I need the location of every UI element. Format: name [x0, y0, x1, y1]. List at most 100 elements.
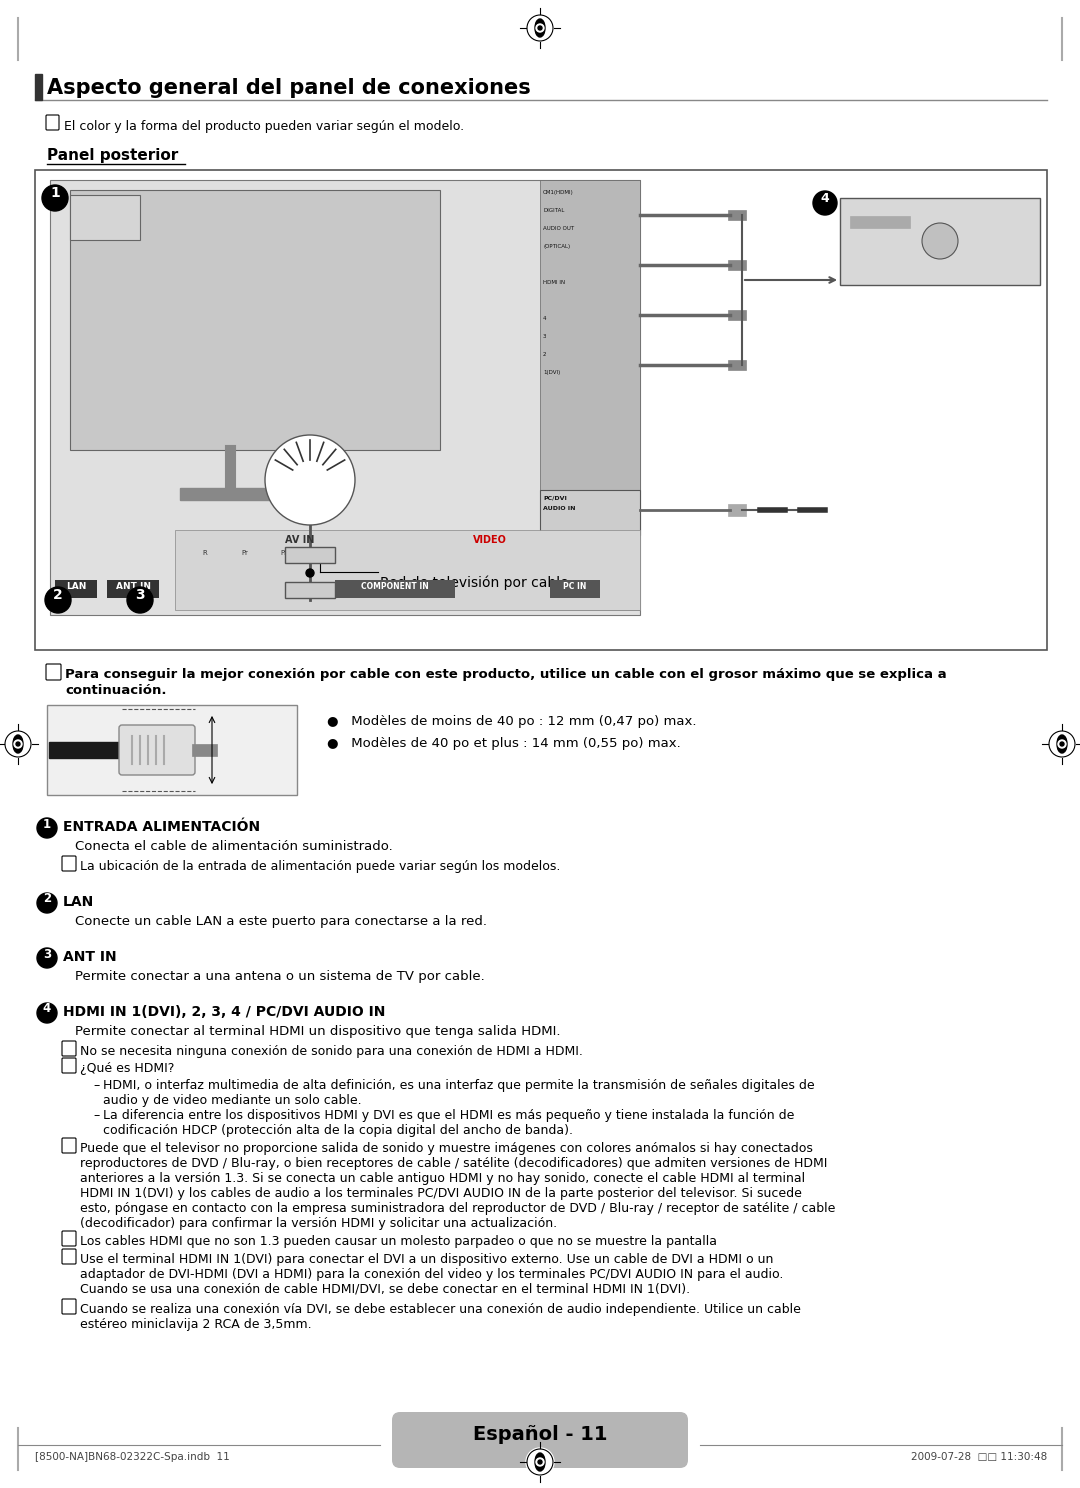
FancyBboxPatch shape	[62, 856, 76, 870]
Text: La ubicación de la entrada de alimentación puede variar según los modelos.: La ubicación de la entrada de alimentaci…	[80, 860, 561, 873]
Text: adaptador de DVI-HDMI (DVI a HDMI) para la conexión del video y los terminales P: adaptador de DVI-HDMI (DVI a HDMI) para …	[80, 1268, 783, 1281]
Text: 4: 4	[543, 315, 546, 321]
Bar	[540, 180, 640, 610]
Text: (decodificador) para confirmar la versión HDMI y solicitar una actualización.: (decodificador) para confirmar la versió…	[80, 1217, 557, 1231]
Circle shape	[813, 190, 837, 214]
Bar	[850, 216, 910, 228]
Bar	[50, 180, 640, 615]
Text: 3: 3	[135, 588, 145, 603]
Text: Use el terminal HDMI IN 1(DVI) para conectar el DVI a un dispositivo externo. Us: Use el terminal HDMI IN 1(DVI) para cone…	[80, 1253, 773, 1266]
Text: 2009-07-28  □□ 11:30:48: 2009-07-28 □□ 11:30:48	[910, 1452, 1047, 1463]
Circle shape	[1058, 740, 1066, 748]
Text: Aspecto general del panel de conexiones: Aspecto general del panel de conexiones	[48, 77, 530, 98]
Circle shape	[16, 743, 21, 745]
Text: 1: 1	[43, 817, 51, 830]
Text: AUDIO IN: AUDIO IN	[543, 506, 576, 510]
Text: Para conseguir la mejor conexión por cable con este producto, utilice un cable c: Para conseguir la mejor conexión por cab…	[65, 668, 947, 682]
Text: CM1(HDMI): CM1(HDMI)	[543, 190, 573, 195]
Circle shape	[538, 25, 542, 30]
Ellipse shape	[535, 1452, 545, 1472]
Text: ℐ: ℐ	[67, 1253, 71, 1262]
Text: ℐ: ℐ	[67, 1303, 71, 1312]
Text: ℐ: ℐ	[67, 860, 71, 869]
Text: ANT IN: ANT IN	[116, 582, 150, 591]
Text: ANT IN: ANT IN	[63, 949, 117, 964]
Circle shape	[922, 223, 958, 259]
Bar	[728, 210, 746, 220]
Text: esto, póngase en contacto con la empresa suministradora del reproductor de DVD /: esto, póngase en contacto con la empresa…	[80, 1202, 835, 1216]
Text: VIDEO: VIDEO	[473, 536, 507, 545]
Circle shape	[536, 1458, 544, 1466]
Text: Los cables HDMI que no son 1.3 pueden causar un molesto parpadeo o que no se mue: Los cables HDMI que no son 1.3 pueden ca…	[80, 1235, 717, 1248]
Circle shape	[526, 13, 554, 42]
Text: audio y de video mediante un solo cable.: audio y de video mediante un solo cable.	[103, 1094, 362, 1107]
Circle shape	[14, 740, 22, 748]
Text: ℐ: ℐ	[50, 121, 54, 131]
Text: Pr: Pr	[242, 551, 248, 557]
FancyBboxPatch shape	[62, 1299, 76, 1314]
Bar	[728, 310, 746, 320]
Circle shape	[1048, 731, 1076, 757]
Text: [8500-NA]BN68-02322C-Spa.indb  11: [8500-NA]BN68-02322C-Spa.indb 11	[35, 1452, 230, 1463]
Text: 1(DVI): 1(DVI)	[543, 371, 561, 375]
Text: ℐ: ℐ	[67, 1045, 71, 1054]
Text: (OPTICAL): (OPTICAL)	[543, 244, 570, 248]
FancyBboxPatch shape	[46, 115, 59, 129]
Bar	[335, 580, 455, 598]
FancyBboxPatch shape	[392, 1412, 688, 1469]
FancyBboxPatch shape	[119, 725, 195, 775]
Text: No se necesita ninguna conexión de sonido para una conexión de HDMI a HDMI.: No se necesita ninguna conexión de sonid…	[80, 1045, 583, 1058]
Circle shape	[42, 185, 68, 211]
Bar	[728, 260, 746, 269]
Ellipse shape	[1057, 735, 1067, 753]
Text: continuación.: continuación.	[65, 684, 166, 696]
Text: AUDIO OUT: AUDIO OUT	[543, 226, 575, 231]
Bar	[540, 490, 640, 536]
Text: Conecte un cable LAN a este puerto para conectarse a la red.: Conecte un cable LAN a este puerto para …	[75, 915, 487, 929]
FancyBboxPatch shape	[62, 1248, 76, 1263]
Text: anteriores a la versión 1.3. Si se conecta un cable antiguo HDMI y no hay sonido: anteriores a la versión 1.3. Si se conec…	[80, 1173, 805, 1184]
Text: El color y la forma del producto pueden variar según el modelo.: El color y la forma del producto pueden …	[64, 121, 464, 132]
Text: ℐ: ℐ	[51, 670, 55, 679]
Circle shape	[526, 1448, 554, 1476]
Text: AV IN: AV IN	[285, 536, 314, 545]
Text: 2: 2	[543, 353, 546, 357]
Text: ¿Qué es HDMI?: ¿Qué es HDMI?	[80, 1062, 174, 1074]
Circle shape	[37, 948, 57, 969]
Text: 2: 2	[53, 588, 63, 603]
Text: ℐ: ℐ	[67, 1141, 71, 1152]
Text: Permite conectar a una antena o un sistema de TV por cable.: Permite conectar a una antena o un siste…	[75, 970, 485, 984]
Text: ●   Modèles de moins de 40 po : 12 mm (0,47 po) max.: ● Modèles de moins de 40 po : 12 mm (0,4…	[327, 716, 697, 728]
Text: LAN: LAN	[63, 894, 94, 909]
FancyBboxPatch shape	[62, 1058, 76, 1073]
Circle shape	[45, 586, 71, 613]
Text: HDMI IN: HDMI IN	[543, 280, 565, 286]
Bar	[192, 744, 217, 756]
Bar	[175, 530, 640, 610]
Circle shape	[306, 568, 314, 577]
Bar	[550, 580, 600, 598]
Text: 4: 4	[43, 1003, 51, 1015]
Circle shape	[265, 434, 355, 525]
Text: 1: 1	[50, 186, 59, 199]
Circle shape	[127, 586, 153, 613]
Text: Conecta el cable de alimentación suministrado.: Conecta el cable de alimentación suminis…	[75, 841, 393, 853]
Bar	[285, 548, 335, 562]
Circle shape	[37, 1003, 57, 1024]
Text: estéreo miniclavija 2 RCA de 3,5mm.: estéreo miniclavija 2 RCA de 3,5mm.	[80, 1318, 312, 1330]
Bar	[70, 195, 140, 240]
Text: 3: 3	[43, 948, 51, 960]
Text: Panel posterior: Panel posterior	[48, 147, 178, 164]
Text: Pb: Pb	[281, 551, 289, 557]
Circle shape	[37, 893, 57, 914]
Circle shape	[37, 818, 57, 838]
Text: Red de televisión por cable: Red de televisión por cable	[380, 574, 569, 589]
Text: 4: 4	[821, 192, 829, 205]
FancyBboxPatch shape	[46, 664, 60, 680]
FancyBboxPatch shape	[62, 1231, 76, 1245]
Text: LAN: LAN	[66, 582, 86, 591]
Circle shape	[538, 1460, 542, 1464]
Bar	[35, 74, 42, 100]
Ellipse shape	[535, 19, 545, 37]
Text: HDMI IN 1(DVI) y los cables de audio a los terminales PC/DVI AUDIO IN de la part: HDMI IN 1(DVI) y los cables de audio a l…	[80, 1187, 801, 1199]
